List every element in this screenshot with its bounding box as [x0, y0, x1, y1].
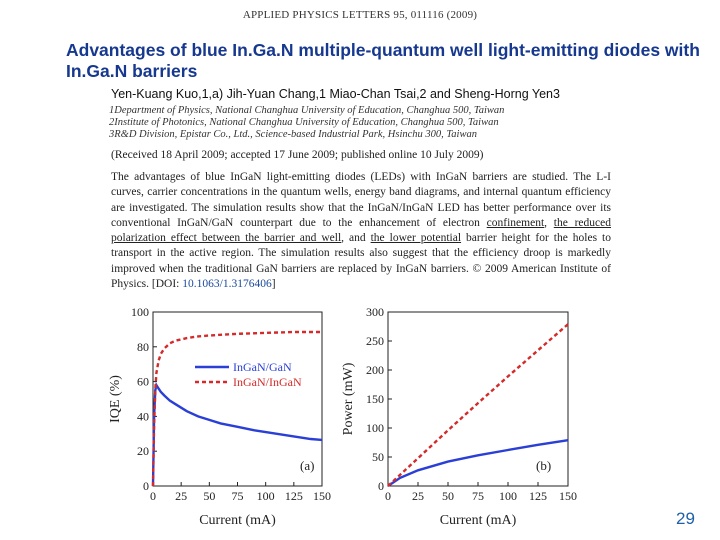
author-list: Yen-Kuang Kuo,1,a) Jih-Yuan Chang,1 Miao…: [111, 87, 560, 101]
doi-link[interactable]: 10.1063/1.3176406: [182, 278, 272, 291]
abstract-sep-1: ,: [544, 216, 554, 229]
y-tick-label: 20: [137, 444, 149, 458]
x-tick-label: 125: [529, 489, 547, 503]
y-tick-label: 50: [372, 450, 384, 464]
series-line-1: [151, 381, 323, 487]
y-tick-label: 0: [143, 479, 149, 493]
abstract-text-3: ]: [271, 278, 276, 291]
affiliation-1: 1Department of Physics, National Changhu…: [109, 105, 505, 116]
abstract-underline-2: the reduced polarization effect between …: [111, 216, 611, 245]
x-axis-label: Current (mA): [199, 513, 276, 528]
x-tick-label: 50: [442, 489, 454, 503]
x-axis-label: Current (mA): [440, 513, 517, 528]
received-dates: (Received 18 April 2009; accepted 17 Jun…: [111, 149, 484, 161]
y-tick-label: 40: [137, 409, 149, 423]
plot-frame: [152, 311, 323, 487]
x-tick-label: 75: [232, 489, 244, 503]
iqe-chart: 0 25 50 75 100 125 150 0 20 40 60 80 100 (a) Current (…: [108, 305, 331, 528]
abstract-text-1: The advantages of blue InGaN light-emitt…: [111, 171, 611, 229]
x-tick-label: 0: [150, 489, 156, 503]
y-tick-label: 100: [366, 421, 384, 435]
x-tick-label: 75: [472, 489, 484, 503]
y-tick-label: 250: [366, 334, 384, 348]
affiliation-2: 2Institute of Photonics, National Changh…: [109, 117, 499, 128]
panel-label: (b): [536, 458, 551, 473]
journal-header: APPLIED PHYSICS LETTERS 95, 011116 (2009…: [242, 9, 478, 21]
x-tick-label: 150: [313, 489, 331, 503]
y-tick-label: 0: [378, 479, 384, 493]
series-line-2: [151, 330, 322, 487]
page-number: 29: [676, 509, 695, 528]
legend-label-1: InGaN/GaN: [233, 360, 292, 374]
y-tick-label: 150: [366, 392, 384, 406]
affiliation-3: 3R&D Division, Epistar Co., Ltd., Scienc…: [109, 129, 477, 140]
y-axis-label: IQE (%): [108, 375, 123, 423]
abstract: The advantages of blue InGaN light-emitt…: [111, 170, 611, 292]
y-axis-label: Power (mW): [341, 362, 356, 435]
abstract-text-2: barrier height for the holes to transpor…: [111, 232, 611, 291]
x-tick-label: 125: [285, 489, 303, 503]
y-tick-label: 100: [131, 305, 149, 319]
y-tick-label: 200: [366, 363, 384, 377]
x-tick-label: 25: [412, 489, 424, 503]
x-tick-label: 0: [385, 489, 391, 503]
y-tick-label: 60: [137, 375, 149, 389]
x-tick-label: 25: [175, 489, 187, 503]
x-tick-label: 150: [559, 489, 577, 503]
abstract-sep-2: , and: [341, 232, 371, 245]
series-line-2: [387, 323, 569, 487]
paper-title: Advantages of blue In.Ga.N multiple-quan…: [66, 40, 700, 81]
x-tick-label: 50: [203, 489, 215, 503]
x-tick-label: 100: [257, 489, 275, 503]
y-tick-label: 80: [137, 340, 149, 354]
legend-label-2: InGaN/InGaN: [233, 375, 302, 389]
series-line-1: [387, 439, 569, 487]
abstract-underline-1: confinement: [486, 216, 545, 229]
y-tick-label: 300: [366, 305, 384, 319]
power-chart: 0 25 50 75 100 125 150 0 50 100 150 200 250 300 (b) Cur…: [341, 305, 577, 528]
abstract-underline-3: the lower potential: [370, 232, 462, 245]
panel-label: (a): [300, 458, 314, 473]
x-tick-label: 100: [499, 489, 517, 503]
